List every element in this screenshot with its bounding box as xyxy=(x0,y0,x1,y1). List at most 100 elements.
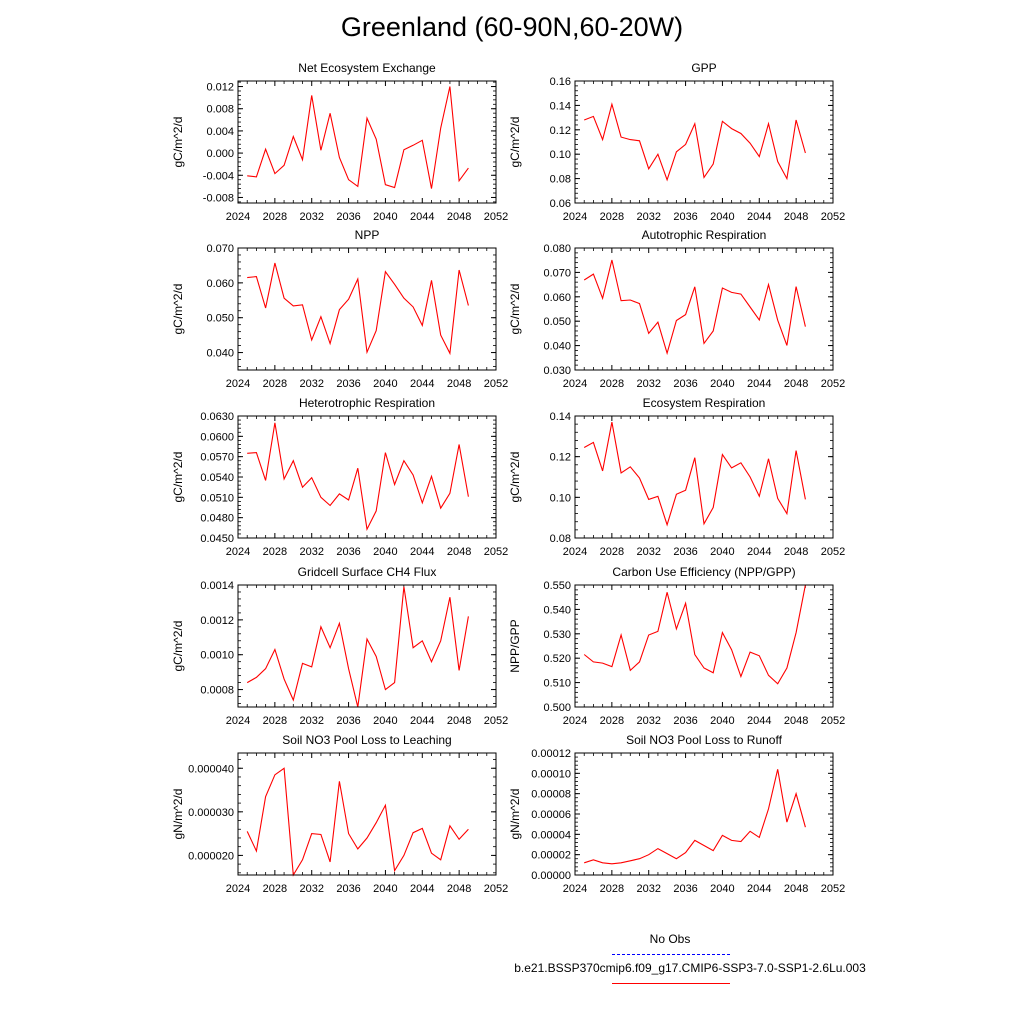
series-line xyxy=(246,586,469,708)
x-tick-label: 2044 xyxy=(747,211,771,223)
x-tick-label: 2032 xyxy=(636,211,660,223)
y-tick-label: 0.012 xyxy=(206,82,234,94)
x-tick-label: 2052 xyxy=(821,883,845,895)
x-tick-label: 2028 xyxy=(263,378,287,390)
y-tick-label: 0.080 xyxy=(543,243,571,255)
y-tick-label: 0.0480 xyxy=(200,513,234,525)
x-tick-label: 2044 xyxy=(410,378,434,390)
y-axis-label: gC/m^2/d xyxy=(508,452,522,503)
panel-3: NPP gC/m^2/d 2024 2028 2032 2036 2040 2044 2048 2… xyxy=(171,228,508,390)
y-tick-label: 0.510 xyxy=(543,678,571,690)
plot-frame xyxy=(237,247,497,371)
x-tick-label: 2024 xyxy=(226,715,250,727)
x-tick-label: 2052 xyxy=(484,715,508,727)
y-tick-label: 0.004 xyxy=(206,126,234,138)
x-tick-label: 2036 xyxy=(673,378,697,390)
x-tick-label: 2044 xyxy=(747,546,771,558)
y-axis-label: gN/m^2/d xyxy=(508,789,522,840)
y-tick-label: 0.000030 xyxy=(188,807,234,819)
y-axis-label: gC/m^2/d xyxy=(171,452,185,503)
x-tick-label: 2028 xyxy=(600,378,624,390)
y-tick-label: 0.14 xyxy=(550,100,571,112)
y-tick-label: 0.06 xyxy=(550,198,571,210)
y-axis-label: gC/m^2/d xyxy=(508,117,522,168)
y-tick-label: 0.00012 xyxy=(531,748,571,760)
y-tick-label: 0.060 xyxy=(206,278,234,290)
panel-1: Net Ecosystem Exchange gC/m^2/d 2024 2028 20… xyxy=(171,61,508,223)
y-tick-label: 0.0450 xyxy=(200,533,234,545)
x-tick-label: 2040 xyxy=(373,211,397,223)
x-tick-label: 2044 xyxy=(410,546,434,558)
x-tick-label: 2052 xyxy=(821,715,845,727)
y-tick-label: 0.500 xyxy=(543,702,571,714)
legend-obs-line xyxy=(612,954,730,955)
y-tick-label: 0.520 xyxy=(543,653,571,665)
plot-frame xyxy=(237,752,497,876)
x-tick-label: 2024 xyxy=(563,378,587,390)
x-tick-label: 2032 xyxy=(299,211,323,223)
panel-8: Carbon Use Efficiency (NPP/GPP) NPP/GPP 20… xyxy=(508,565,845,727)
y-tick-label: 0.0012 xyxy=(200,615,234,627)
x-tick-label: 2024 xyxy=(563,883,587,895)
x-tick-label: 2024 xyxy=(226,211,250,223)
legend-obs-label: No Obs xyxy=(649,932,691,946)
x-tick-label: 2048 xyxy=(784,211,808,223)
x-tick-label: 2052 xyxy=(821,211,845,223)
x-tick-label: 2048 xyxy=(447,546,471,558)
x-tick-label: 2036 xyxy=(673,211,697,223)
y-tick-label: 0.540 xyxy=(543,604,571,616)
y-tick-label: 0.00002 xyxy=(531,850,571,862)
y-axis-label: gC/m^2/d xyxy=(171,621,185,672)
panel-4: Autotrophic Respiration gC/m^2/d 2024 2028 2… xyxy=(508,228,845,390)
y-axis-label: gC/m^2/d xyxy=(171,117,185,168)
panel-title: Heterotrophic Respiration xyxy=(299,396,435,410)
y-tick-label: 0.550 xyxy=(543,580,571,592)
y-tick-label: 0.00010 xyxy=(531,768,571,780)
x-tick-label: 2040 xyxy=(373,715,397,727)
legend-model-label: b.e21.BSSP370cmip6.f09_g17.CMIP6-SSP3-7.… xyxy=(514,961,866,975)
x-tick-label: 2036 xyxy=(336,715,360,727)
x-tick-label: 2040 xyxy=(373,883,397,895)
x-tick-label: 2024 xyxy=(563,715,587,727)
y-tick-label: 0.040 xyxy=(543,341,571,353)
series-line xyxy=(247,86,469,189)
x-tick-label: 2036 xyxy=(673,883,697,895)
x-tick-label: 2032 xyxy=(299,378,323,390)
panel-title: Soil NO3 Pool Loss to Leaching xyxy=(282,733,451,747)
series-line xyxy=(247,422,469,531)
plot-frame xyxy=(574,247,834,371)
y-tick-label: 0.0600 xyxy=(200,431,234,443)
x-tick-label: 2032 xyxy=(299,883,323,895)
y-tick-label: 0.00006 xyxy=(531,809,571,821)
figure-title: Greenland (60-90N,60-20W) xyxy=(340,12,684,42)
x-tick-label: 2040 xyxy=(710,378,734,390)
x-tick-label: 2048 xyxy=(447,883,471,895)
x-tick-label: 2040 xyxy=(373,378,397,390)
y-axis-label: gC/m^2/d xyxy=(508,284,522,335)
series-line xyxy=(583,102,806,182)
y-tick-label: 0.0570 xyxy=(200,452,234,464)
x-tick-label: 2036 xyxy=(336,883,360,895)
series-line xyxy=(583,259,806,356)
y-tick-label: -0.008 xyxy=(203,192,234,204)
y-tick-label: 0.050 xyxy=(206,313,234,325)
x-tick-label: 2024 xyxy=(226,546,250,558)
panel-5: Heterotrophic Respiration gC/m^2/d 2024 202… xyxy=(171,396,508,558)
series-line xyxy=(247,262,469,356)
series-line xyxy=(583,584,806,685)
x-tick-label: 2044 xyxy=(410,211,434,223)
x-tick-label: 2024 xyxy=(563,546,587,558)
y-tick-label: 0.000020 xyxy=(188,850,234,862)
x-tick-label: 2040 xyxy=(710,883,734,895)
y-tick-label: 0.10 xyxy=(550,149,571,161)
y-tick-label: 0.14 xyxy=(550,411,571,423)
x-tick-label: 2040 xyxy=(710,715,734,727)
y-tick-label: 0.12 xyxy=(550,452,571,464)
x-tick-label: 2036 xyxy=(673,546,697,558)
x-tick-label: 2040 xyxy=(373,546,397,558)
y-tick-label: 0.000040 xyxy=(188,763,234,775)
series-line xyxy=(584,769,806,865)
y-tick-label: 0.070 xyxy=(206,243,234,255)
x-tick-label: 2040 xyxy=(710,546,734,558)
panel-title: Soil NO3 Pool Loss to Runoff xyxy=(626,733,783,747)
